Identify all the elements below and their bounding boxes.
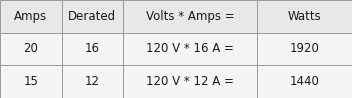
Text: 120 V * 12 A =: 120 V * 12 A = <box>146 75 234 88</box>
Bar <box>257 33 352 65</box>
Bar <box>123 0 257 33</box>
Text: 1440: 1440 <box>290 75 319 88</box>
Text: 15: 15 <box>23 75 38 88</box>
Text: Volts * Amps =: Volts * Amps = <box>146 10 234 23</box>
Bar <box>62 33 123 65</box>
Bar <box>257 65 352 98</box>
Text: 120 V * 16 A =: 120 V * 16 A = <box>146 43 234 55</box>
Text: Amps: Amps <box>14 10 48 23</box>
Text: 16: 16 <box>85 43 100 55</box>
Bar <box>123 65 257 98</box>
Bar <box>62 0 123 33</box>
Text: 20: 20 <box>23 43 38 55</box>
Bar <box>0 33 62 65</box>
Text: Watts: Watts <box>288 10 321 23</box>
Bar <box>257 0 352 33</box>
Text: 12: 12 <box>85 75 100 88</box>
Bar <box>123 33 257 65</box>
Bar <box>0 0 62 33</box>
Text: Derated: Derated <box>68 10 117 23</box>
Bar <box>62 65 123 98</box>
Bar <box>0 65 62 98</box>
Text: 1920: 1920 <box>290 43 319 55</box>
